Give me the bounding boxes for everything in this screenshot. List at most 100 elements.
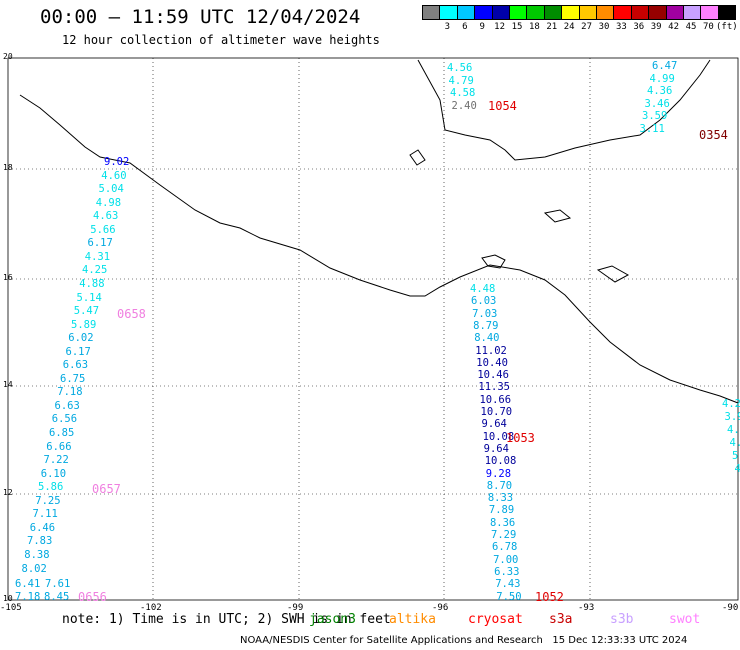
wave-height-value: 7.43	[495, 578, 521, 591]
pass-label-0354: 0354	[699, 128, 728, 142]
wave-height-value: 4.58	[450, 87, 476, 99]
pass-label-0658: 0658	[117, 307, 146, 321]
color-bar-unit: (ft)	[716, 22, 738, 32]
coastline	[19, 59, 739, 404]
wave-height-value: 4.	[729, 437, 740, 449]
wave-height-value: 6.03	[471, 295, 497, 308]
color-swatch-label: 70	[702, 22, 714, 32]
wave-height-value: 7.11	[32, 508, 58, 521]
wave-height-value: 4.98	[95, 196, 122, 209]
wave-height-value: 8.45	[44, 591, 70, 603]
longitude-label: -96	[432, 603, 449, 613]
wave-height-value: 6.56	[51, 413, 78, 426]
wave-height-value: 4.2	[722, 398, 740, 410]
latitude-label: 16	[3, 273, 13, 282]
wave-height-value: 4.79	[448, 74, 474, 87]
pass-label-1053: 1053	[506, 431, 535, 445]
wave-height-value: 6.75	[60, 372, 86, 385]
wave-height-value: 8.02	[21, 562, 47, 575]
pass-label-0657: 0657	[92, 482, 121, 496]
wave-height-value: 8.70	[486, 479, 513, 492]
color-swatch-label: 3	[444, 22, 451, 32]
wave-height-value: 10.46	[477, 369, 509, 382]
wave-height-value: 10.40	[476, 356, 508, 369]
wave-height-value: 8.79	[473, 319, 499, 332]
map-subtitle: 12 hour collection of altimeter wave hei…	[62, 33, 380, 47]
wave-height-value: 9.02	[104, 156, 130, 168]
color-swatch-label: 30	[598, 22, 610, 32]
footer-credit: NOAA/NESDIS Center for Satellite Applica…	[240, 635, 687, 646]
wave-height-value: 10.08	[482, 430, 515, 443]
color-swatch-label: 21	[546, 22, 558, 32]
pass-label-0656: 0656	[78, 590, 107, 604]
wave-height-value: 7.03	[472, 307, 498, 320]
wave-height-value: 6.02	[68, 332, 94, 345]
wave-height-value: 6.17	[87, 237, 113, 250]
satellite-legend-item: cryosat	[468, 612, 523, 627]
wave-height-value: 5.04	[98, 183, 124, 196]
pass-label-1054: 1054	[488, 99, 517, 113]
wave-height-value: 6.78	[492, 541, 518, 554]
wave-height-value: 4.48	[470, 283, 496, 295]
longitude-label: -105	[0, 603, 22, 613]
longitude-label: -102	[140, 603, 162, 613]
credit-text: NOAA/NESDIS Center for Satellite Applica…	[240, 635, 543, 646]
wave-height-value: 6.41	[15, 578, 41, 590]
wave-height-value: 10.08	[484, 455, 517, 468]
timestamp-text: 15 Dec 12:33:33 UTC 2024	[552, 635, 688, 646]
wave-height-value: 7.25	[35, 494, 61, 507]
wave-height-value: 5.89	[71, 318, 97, 331]
longitude-label: -90	[722, 603, 739, 613]
latitude-label: 20	[3, 52, 13, 61]
wave-height-value: 11.35	[478, 381, 510, 394]
wave-height-value: 7.18	[57, 386, 83, 399]
wave-height-value: 5.47	[73, 305, 100, 318]
wave-height-value: 6.33	[494, 565, 520, 578]
wave-height-value: 9.64	[483, 442, 509, 455]
wave-height-value: 3.46	[644, 97, 670, 110]
color-swatch-label: 42	[668, 22, 680, 32]
wave-height-value: 5.86	[38, 481, 64, 494]
color-swatch-label: 33	[615, 22, 627, 32]
wave-height-value: 7.29	[491, 529, 517, 541]
wave-height-value: 4.99	[649, 72, 675, 85]
wave-height-value: 4.56	[447, 62, 473, 74]
wave-height-value: 10.66	[479, 393, 512, 406]
color-swatch-label: 15	[511, 22, 523, 32]
wave-height-value: 6.17	[65, 345, 91, 358]
wave-height-value: 6.10	[40, 467, 67, 480]
wave-height-value: 6.63	[62, 359, 89, 372]
wave-height-value: 4.60	[101, 169, 127, 182]
color-swatch-label: 9	[479, 22, 485, 32]
wave-height-value: 4.	[734, 463, 740, 475]
wave-height-value: 6.66	[46, 440, 72, 453]
wave-height-value: 7.18	[15, 591, 41, 603]
latitude-label: 12	[3, 488, 13, 497]
satellite-legend-item: altika	[389, 612, 436, 627]
latitude-label: 10	[3, 594, 13, 603]
wave-height-value: 3.9	[724, 411, 740, 423]
color-swatch-label: 45	[685, 22, 697, 32]
wave-height-value: 9.64	[481, 418, 507, 431]
longitude-label: -99	[287, 603, 304, 613]
satellite-legend-item: s3b	[610, 612, 634, 627]
wave-height-value: 4.36	[647, 85, 673, 97]
wave-height-value: 4.31	[84, 250, 111, 263]
graticule	[8, 58, 738, 600]
wave-height-value: 8.40	[474, 332, 500, 345]
latitude-label: 18	[3, 163, 13, 172]
wave-height-value: 8.36	[489, 516, 516, 529]
wave-height-value: 4.25	[82, 264, 108, 277]
wave-height-value: 6.46	[29, 521, 56, 534]
wave-height-value: 8.38	[24, 548, 50, 561]
wave-height-value: 10.70	[480, 406, 513, 418]
satellite-legend-item: s3a	[549, 612, 573, 627]
wave-height-value: 4.88	[79, 277, 105, 290]
wave-height-value: 5.66	[90, 223, 116, 236]
wave-height-value: 7.89	[488, 504, 515, 517]
wave-height-value: 7.22	[43, 454, 69, 467]
wave-height-value: 7.50	[496, 590, 522, 603]
wave-height-value: 6.47	[652, 60, 678, 72]
pass-label-1052: 1052	[535, 590, 564, 604]
